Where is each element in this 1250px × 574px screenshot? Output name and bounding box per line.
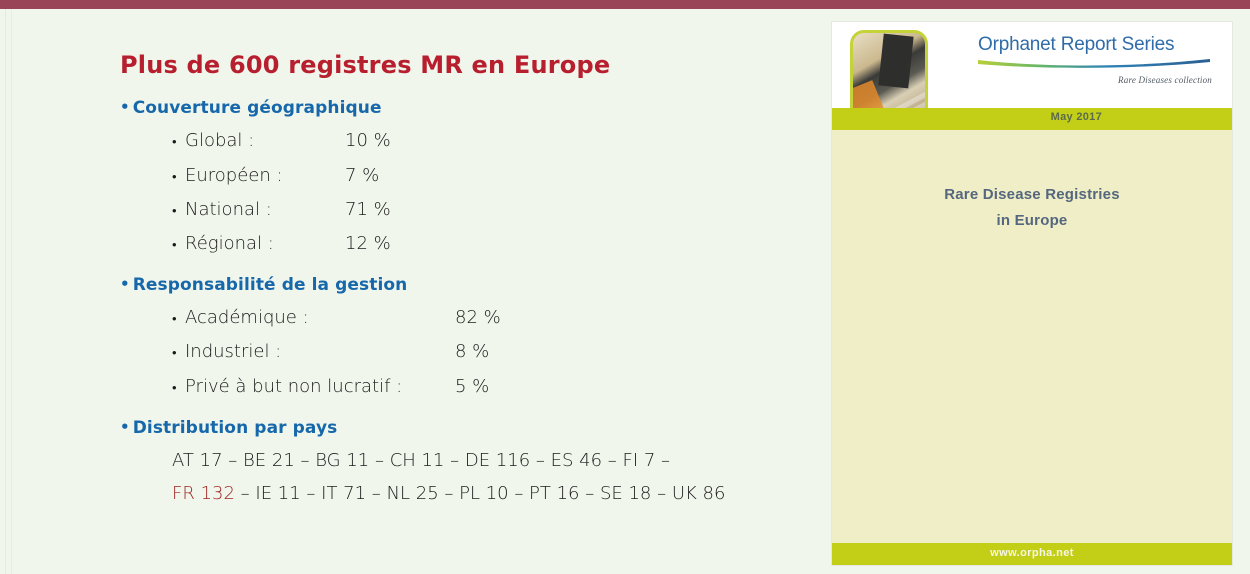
list-item: • Régional : 12 %: [172, 227, 820, 261]
bullet-icon: •: [172, 203, 177, 219]
country-line: AT 17 – BE 21 – BG 11 – CH 11 – DE 116 –…: [172, 444, 820, 477]
list-item: • National : 71 %: [172, 193, 820, 227]
page-title: Plus de 600 registres MR en Europe: [120, 51, 611, 79]
section-geographic-coverage: • Couverture géographique • Global : 10 %…: [120, 98, 820, 261]
country-line: FR 132 – IE 11 – IT 71 – NL 25 – PL 10 –…: [172, 477, 820, 510]
bullet-icon: •: [172, 346, 177, 362]
bullet-icon: •: [120, 98, 130, 117]
logo-title: Orphanet Report Series: [978, 34, 1175, 55]
list-item: • Académique : 82 %: [172, 301, 820, 335]
geographic-coverage-rows: • Global : 10 % • Européen : 7 % • Natio…: [172, 124, 820, 261]
cover-header: Orphanet Report Series Rare Diseases col…: [832, 22, 1232, 140]
orphanet-logo: Orphanet Report Series Rare Diseases col…: [978, 34, 1216, 85]
bullet-icon: •: [172, 312, 177, 328]
logo-subtitle: Rare Diseases collection: [1118, 75, 1212, 85]
cover-date-label: May 2017: [1050, 111, 1102, 123]
bullet-icon: •: [172, 169, 177, 185]
bullet-icon: •: [120, 275, 130, 294]
row-value: 8 %: [455, 341, 490, 363]
country-line-text: AT 17 – BE 21 – BG 11 – CH 11 – DE 116 –…: [172, 449, 671, 471]
row-value: 71 %: [345, 198, 391, 220]
top-accent-bar: [0, 0, 1250, 9]
country-distribution-lines: AT 17 – BE 21 – BG 11 – CH 11 – DE 116 –…: [172, 444, 820, 511]
row-value: 7 %: [345, 164, 380, 186]
section-heading: • Distribution par pays: [120, 418, 820, 438]
list-item: • Européen : 7 %: [172, 159, 820, 193]
row-label: Industriel :: [185, 341, 282, 363]
section-heading: • Couverture géographique: [120, 98, 820, 118]
row-label: Européen :: [185, 164, 283, 186]
cover-title-line-2: in Europe: [996, 211, 1068, 229]
row-label: National :: [185, 198, 272, 220]
bullet-icon: •: [120, 417, 130, 436]
section-country-distribution: • Distribution par pays AT 17 – BE 21 – B…: [120, 418, 820, 511]
row-label: Privé à but non lucratif :: [185, 375, 403, 397]
list-item: • Global : 10 %: [172, 124, 820, 158]
row-label: Académique :: [185, 307, 309, 329]
section-heading-label: Distribution par pays: [132, 417, 338, 438]
cover-body: [832, 130, 1232, 543]
left-margin-rule: [5, 9, 6, 574]
country-line-text: – IE 11 – IT 71 – NL 25 – PL 10 – PT 16 …: [234, 483, 726, 504]
section-heading-label: Couverture géographique: [132, 98, 382, 119]
list-item: • Industriel : 8 %: [172, 335, 820, 369]
cover-date-band: [832, 108, 1232, 130]
photo-shape-dark: [878, 33, 914, 89]
logo-swoosh-icon: [978, 59, 1210, 68]
country-highlight-fr: FR 132: [172, 483, 235, 504]
row-value: 5 %: [455, 375, 490, 397]
row-label: Régional :: [185, 232, 274, 254]
section-management-responsibility: • Responsabilité de la gestion • Académiq…: [120, 275, 820, 404]
bullet-icon: •: [172, 135, 177, 151]
section-heading-label: Responsabilité de la gestion: [132, 275, 408, 296]
bullet-icon: •: [172, 237, 177, 253]
row-value: 12 %: [345, 232, 391, 254]
row-value: 82 %: [455, 307, 501, 329]
row-value: 10 %: [345, 130, 391, 152]
management-responsibility-rows: • Académique : 82 % • Industriel : 8 % •…: [172, 301, 820, 404]
row-label: Global :: [185, 130, 255, 152]
cover-title-block: Rare Disease Registries in Europe: [832, 182, 1232, 233]
left-margin-rule-secondary: [11, 9, 12, 574]
cover-title-line-1: Rare Disease Registries: [944, 186, 1120, 203]
slide-content: Plus de 600 registres MR en Europe • Couv…: [120, 52, 820, 524]
report-cover-image: Orphanet Report Series Rare Diseases col…: [832, 22, 1232, 565]
section-heading: • Responsabilité de la gestion: [120, 275, 820, 295]
cover-footer-url: www.orpha.net: [990, 547, 1074, 559]
cover-footer-band: www.orpha.net: [832, 543, 1232, 565]
bullet-icon: •: [172, 380, 177, 396]
list-item: • Privé à but non lucratif : 5 %: [172, 370, 820, 404]
